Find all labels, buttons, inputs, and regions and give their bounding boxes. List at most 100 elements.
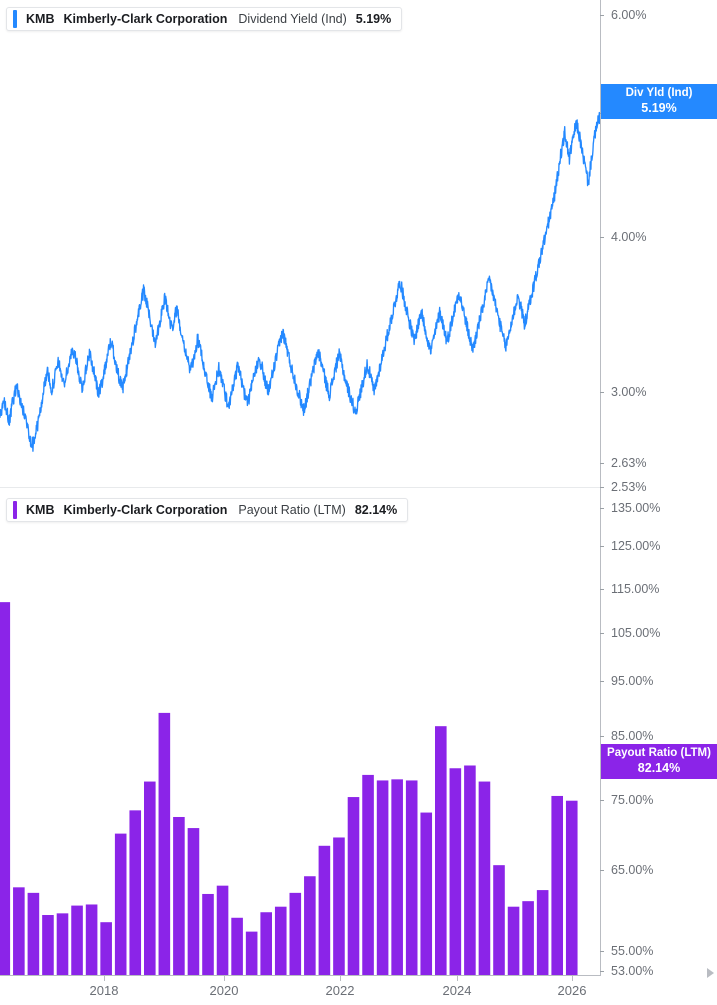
- payout-ratio-bar: [376, 780, 389, 975]
- payout-ratio-bar: [260, 912, 272, 975]
- y-axis-spine: [600, 0, 601, 975]
- legend-metric-name: Dividend Yield (Ind): [238, 12, 347, 26]
- payout-ratio-bar: [274, 906, 287, 975]
- payout-ratio-bar: [565, 800, 578, 975]
- payout-ratio-bar-chart: [0, 602, 578, 975]
- y-axis-tick-label: 53.00%: [611, 963, 654, 978]
- y-axis-tick-mark: [600, 680, 604, 682]
- x-axis-tick-label: 2018: [89, 983, 119, 998]
- payout-ratio-bar: [405, 780, 418, 975]
- payout-ratio-bar: [158, 712, 171, 975]
- payout-ratio-bar: [13, 887, 25, 975]
- dividend-yield-line-chart: [0, 111, 600, 452]
- payout-ratio-bar: [245, 931, 258, 975]
- x-axis-tick-mark: [457, 975, 458, 981]
- y-axis-tick-label: 6.00%: [611, 7, 647, 22]
- payout-ratio-bar: [493, 865, 505, 975]
- payout-ratio-bar: [56, 913, 69, 975]
- y-axis-tick-mark: [600, 507, 604, 509]
- legend-payout-ratio[interactable]: KMB Kimberly-Clark Corporation Payout Ra…: [6, 498, 409, 522]
- y-axis-tick-label: 105.00%: [611, 625, 661, 640]
- panel-divider: [0, 487, 600, 488]
- dividend-yield-panel: [0, 0, 600, 487]
- x-axis-tick-mark: [340, 975, 341, 981]
- payout-ratio-bar: [333, 837, 345, 975]
- legend-dividend-yield[interactable]: KMB Kimberly-Clark Corporation Dividend …: [6, 7, 403, 31]
- payout-ratio-bar: [289, 892, 302, 975]
- dividend-yield-value-badge: Div Yld (Ind) 5.19%: [601, 84, 717, 120]
- badge-metric-name: Div Yld (Ind): [625, 87, 693, 99]
- payout-ratio-bar: [71, 905, 83, 975]
- y-axis-tick-label: 85.00%: [611, 728, 654, 743]
- y-axis-tick-label: 115.00%: [611, 581, 660, 596]
- legend-ticker: KMB: [26, 503, 55, 517]
- y-axis-tick-mark: [600, 545, 604, 547]
- badge-metric-name: Payout Ratio (LTM): [607, 747, 711, 759]
- badge-metric-value: 82.14%: [637, 760, 681, 775]
- payout-ratio-bar: [449, 768, 462, 975]
- payout-ratio-bar: [42, 915, 54, 975]
- payout-ratio-bar: [318, 845, 331, 975]
- y-axis-tick-mark: [600, 391, 604, 393]
- y-axis-tick-label: 4.00%: [611, 229, 647, 244]
- x-axis-tick-label: 2026: [557, 983, 587, 998]
- legend-ticker: KMB: [26, 12, 55, 26]
- y-axis-tick-mark: [600, 970, 604, 972]
- payout-ratio-bar: [114, 833, 127, 975]
- payout-ratio-bar: [536, 890, 549, 975]
- dividend-yield-line: [0, 111, 600, 452]
- y-axis-tick-label: 2.63%: [611, 455, 647, 470]
- y-axis-tick-mark: [600, 486, 604, 488]
- payout-ratio-bar: [304, 876, 316, 975]
- y-axis-tick-mark: [600, 799, 604, 801]
- payout-ratio-bar: [187, 828, 200, 975]
- payout-ratio-bar: [100, 922, 112, 975]
- y-axis-tick-mark: [600, 632, 604, 634]
- payout-ratio-bar: [27, 892, 40, 975]
- x-axis-arrow-icon: [707, 968, 714, 978]
- payout-ratio-bar: [173, 816, 185, 975]
- payout-ratio-bar: [391, 779, 403, 975]
- payout-ratio-bar: [231, 917, 243, 975]
- x-axis-tick-mark: [104, 975, 105, 981]
- badge-metric-value: 5.19%: [641, 100, 677, 115]
- payout-ratio-bar: [144, 781, 156, 975]
- payout-ratio-bar: [522, 901, 534, 975]
- payout-ratio-bar: [435, 726, 447, 975]
- x-axis-tick-label: 2020: [209, 983, 239, 998]
- y-axis-tick-label: 65.00%: [611, 862, 654, 877]
- payout-ratio-bar: [202, 893, 214, 975]
- payout-ratio-bar: [464, 765, 476, 975]
- payout-ratio-bar: [551, 795, 563, 975]
- x-axis-tick-mark: [224, 975, 225, 981]
- y-axis-tick-label: 125.00%: [611, 538, 661, 553]
- x-axis-tick-mark: [572, 975, 573, 981]
- legend-color-swatch: [13, 501, 17, 519]
- y-axis-tick-mark: [600, 588, 604, 590]
- payout-ratio-bar: [347, 797, 360, 975]
- legend-color-swatch: [13, 10, 17, 28]
- legend-company-name: Kimberly-Clark Corporation: [63, 503, 228, 517]
- y-axis-tick-mark: [600, 869, 604, 871]
- y-axis-tick-label: 55.00%: [611, 943, 654, 958]
- y-axis-tick-label: 75.00%: [611, 792, 654, 807]
- y-axis-tick-label: 2.53%: [611, 479, 647, 494]
- payout-ratio-bar: [362, 774, 374, 975]
- payout-ratio-bar: [0, 602, 11, 975]
- y-axis-tick-mark: [600, 236, 604, 238]
- y-axis-tick-mark: [600, 462, 604, 464]
- payout-ratio-bar: [420, 812, 433, 975]
- payout-ratio-bar: [478, 781, 491, 975]
- y-axis-tick-mark: [600, 950, 604, 952]
- payout-ratio-value-badge: Payout Ratio (LTM) 82.14%: [601, 744, 717, 780]
- payout-ratio-bar: [216, 885, 229, 975]
- legend-metric-name: Payout Ratio (LTM): [238, 503, 346, 517]
- legend-metric-value: 5.19%: [355, 12, 392, 26]
- payout-ratio-bar: [85, 904, 98, 975]
- y-axis-tick-label: 95.00%: [611, 673, 654, 688]
- y-axis-tick-label: 3.00%: [611, 384, 647, 399]
- y-axis-tick-mark: [600, 735, 604, 737]
- y-axis-tick-label: 135.00%: [611, 500, 661, 515]
- x-axis-line: [0, 975, 601, 976]
